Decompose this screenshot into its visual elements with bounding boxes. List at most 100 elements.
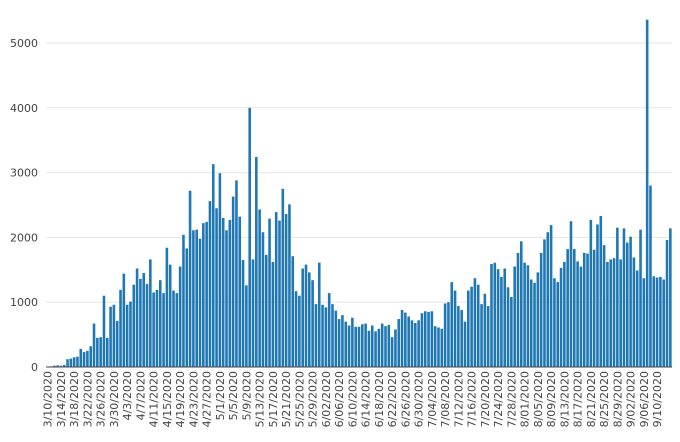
bar	[222, 218, 225, 367]
bar	[424, 311, 427, 367]
bar	[480, 304, 483, 367]
bar	[142, 273, 145, 367]
x-tick-label: 9/10/2020	[651, 371, 664, 427]
bar	[348, 326, 351, 367]
x-tick-label: 4/15/2020	[161, 371, 174, 427]
x-tick-label: 7/28/2020	[505, 371, 518, 427]
bar	[298, 296, 301, 367]
bar	[255, 157, 258, 367]
bar	[434, 326, 437, 367]
bar	[358, 327, 361, 367]
bar	[659, 277, 662, 367]
bar	[407, 316, 410, 367]
bar	[288, 204, 291, 367]
bar	[527, 265, 530, 367]
x-tick-label: 8/09/2020	[545, 371, 558, 427]
bar	[397, 319, 400, 367]
bar	[477, 285, 480, 367]
bar	[79, 349, 82, 367]
bar	[550, 225, 553, 367]
bar	[73, 357, 76, 367]
x-tick-label: 5/29/2020	[307, 371, 320, 427]
bar	[368, 331, 371, 367]
bar	[328, 293, 331, 367]
bar	[311, 280, 314, 367]
x-tick-label: 9/06/2020	[638, 371, 651, 427]
bar	[156, 290, 159, 367]
bar	[586, 254, 589, 367]
x-tick-label: 8/29/2020	[611, 371, 624, 427]
x-tick-label: 9/02/2020	[625, 371, 638, 427]
bar	[262, 232, 265, 367]
bar	[361, 324, 364, 367]
x-tick-label: 4/19/2020	[174, 371, 187, 427]
bar	[417, 320, 420, 367]
bar	[301, 269, 304, 368]
bar	[394, 329, 397, 367]
bar	[460, 310, 463, 367]
bar	[315, 304, 318, 367]
x-tick-label: 7/12/2020	[452, 371, 465, 427]
bar	[291, 256, 294, 367]
bar	[374, 331, 377, 367]
bar	[503, 269, 506, 368]
y-tick-label: 0	[31, 361, 38, 374]
x-tick-label: 6/18/2020	[373, 371, 386, 427]
bar	[596, 224, 599, 367]
x-tick-label: 6/14/2020	[360, 371, 373, 427]
x-tick-label: 5/13/2020	[254, 371, 267, 427]
bar	[547, 232, 550, 367]
x-tick-label: 5/25/2020	[293, 371, 306, 427]
bar	[401, 310, 404, 367]
bar	[662, 280, 665, 367]
x-tick-label: 3/10/2020	[42, 371, 55, 427]
bar	[450, 282, 453, 367]
bar	[517, 253, 520, 367]
bar	[116, 321, 119, 367]
bar	[351, 318, 354, 367]
bar	[523, 263, 526, 367]
bar	[215, 208, 218, 367]
bar	[83, 352, 86, 367]
bar	[335, 311, 338, 367]
bar	[136, 269, 139, 368]
bar	[318, 263, 321, 367]
bar	[169, 265, 172, 367]
bar	[129, 302, 132, 367]
bar	[381, 324, 384, 367]
bar	[510, 297, 513, 367]
bar	[152, 292, 155, 367]
bar	[103, 296, 106, 367]
bar	[285, 214, 288, 367]
x-tick-label: 8/25/2020	[598, 371, 611, 427]
bar	[258, 210, 261, 367]
bar	[633, 257, 636, 367]
bar	[467, 291, 470, 367]
bar	[182, 235, 185, 367]
bar	[530, 280, 533, 367]
bar	[113, 305, 116, 367]
bars	[46, 20, 671, 367]
bar	[89, 346, 92, 367]
bar	[639, 230, 642, 367]
bar	[189, 191, 192, 367]
x-tick-label: 5/17/2020	[267, 371, 280, 427]
x-tick-label: 5/9/2020	[240, 371, 253, 420]
x-tick-label: 4/7/2020	[134, 371, 147, 420]
bar	[354, 327, 357, 367]
bar	[507, 287, 510, 367]
x-tick-label: 3/26/2020	[95, 371, 108, 427]
bar	[464, 322, 467, 367]
x-tick-label: 3/14/2020	[55, 371, 68, 427]
y-tick-label: 2000	[10, 231, 38, 244]
bar	[414, 323, 417, 367]
y-tick-label: 3000	[10, 167, 38, 180]
bar	[384, 326, 387, 367]
bar	[235, 180, 238, 367]
bar	[626, 243, 629, 367]
bar	[494, 263, 497, 367]
bar	[185, 248, 188, 367]
bar	[278, 221, 281, 367]
